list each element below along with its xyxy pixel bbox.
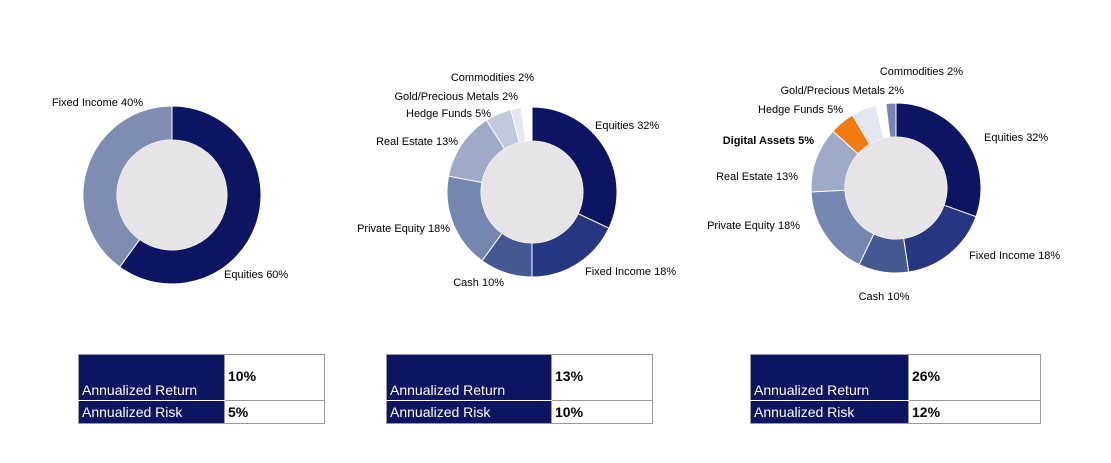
donut-chart-1: Equities 60% Fixed Income 40% xyxy=(52,97,288,285)
slice-label-equities-60: Equities 60% xyxy=(224,269,288,281)
slice-label-private-equity-18: Private Equity 18% xyxy=(707,220,800,232)
risk-label: Annualized Risk xyxy=(78,400,225,424)
stats-table-2: Annualized Return 13% Annualized Risk 10… xyxy=(386,354,653,424)
table-row: Annualized Risk 12% xyxy=(750,400,1041,424)
slice-label-commodities-2: Commodities 2% xyxy=(451,72,534,84)
risk-label: Annualized Risk xyxy=(750,400,909,424)
return-value: 13% xyxy=(551,354,653,401)
slice-label-digital-assets-5: Digital Assets 5% xyxy=(723,135,815,147)
table-row: Annualized Return 13% xyxy=(386,354,653,401)
return-label: Annualized Return xyxy=(750,354,909,401)
table-row: Annualized Return 26% xyxy=(750,354,1041,401)
slice-label-equities-32: Equities 32% xyxy=(595,120,659,132)
allocation-charts: Equities 60% Fixed Income 40% Equities 32%… xyxy=(52,66,1060,303)
donut-chart-2: Equities 32% Fixed Income 18% Cash 10% Priv… xyxy=(357,72,676,289)
slice-label-fixed-income-18: Fixed Income 18% xyxy=(585,266,676,278)
slice-label-cash-10: Cash 10% xyxy=(453,277,504,289)
donut-hole xyxy=(481,141,583,243)
slice-label-cash-10: Cash 10% xyxy=(859,291,910,303)
donut-chart-3: Equities 32% Fixed Income 18% Cash 10% Priv… xyxy=(707,66,1060,303)
slice-label-gold-precious-metals-2: Gold/Precious Metals 2% xyxy=(781,85,905,97)
slice-label-commodities-2: Commodities 2% xyxy=(880,66,963,78)
stats-table-3: Annualized Return 26% Annualized Risk 12… xyxy=(750,354,1041,424)
return-value: 26% xyxy=(908,354,1041,401)
table-row: Annualized Risk 5% xyxy=(78,400,325,424)
slice-label-private-equity-18: Private Equity 18% xyxy=(357,223,450,235)
table-row: Annualized Risk 10% xyxy=(386,400,653,424)
slice-label-real-estate-13: Real Estate 13% xyxy=(376,136,458,148)
slice-label-real-estate-13: Real Estate 13% xyxy=(716,171,798,183)
slice-label-fixed-income-40: Fixed Income 40% xyxy=(52,97,143,109)
return-value: 10% xyxy=(224,354,325,401)
slice-label-fixed-income-18: Fixed Income 18% xyxy=(969,250,1060,262)
risk-value: 12% xyxy=(908,400,1041,424)
risk-value: 10% xyxy=(551,400,653,424)
slice-label-equities-32: Equities 32% xyxy=(984,132,1048,144)
slice-label-hedge-funds-5: Hedge Funds 5% xyxy=(406,108,491,120)
risk-value: 5% xyxy=(224,400,325,424)
table-row: Annualized Return 10% xyxy=(78,354,325,401)
return-label: Annualized Return xyxy=(78,354,225,401)
slice-label-hedge-funds-5: Hedge Funds 5% xyxy=(758,104,843,116)
return-label: Annualized Return xyxy=(386,354,552,401)
risk-label: Annualized Risk xyxy=(386,400,552,424)
slice-label-gold-precious-metals-2: Gold/Precious Metals 2% xyxy=(395,91,519,103)
donut-hole xyxy=(845,137,947,239)
donut-hole xyxy=(117,140,227,250)
stats-table-1: Annualized Return 10% Annualized Risk 5% xyxy=(78,354,325,424)
